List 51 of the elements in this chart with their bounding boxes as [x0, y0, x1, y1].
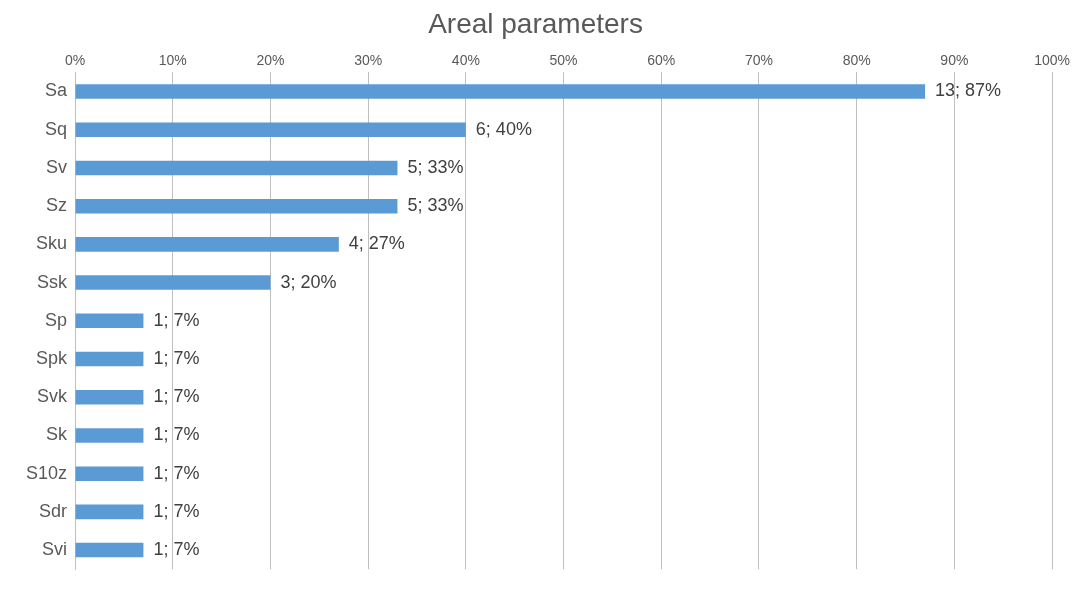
data-label: 1; 7%: [153, 500, 200, 521]
y-tick-label: Ssk: [37, 271, 69, 292]
x-tick-label: 60%: [647, 51, 676, 68]
bar: [75, 389, 144, 405]
bar: [75, 466, 144, 481]
bar: [75, 504, 144, 520]
bar: [75, 160, 398, 176]
y-tick-label: Sz: [46, 195, 68, 216]
x-tick-label: 30%: [354, 51, 383, 68]
data-label: 1; 7%: [153, 309, 200, 330]
x-tick-label: 0%: [64, 51, 86, 68]
y-tick-label: Spk: [36, 347, 69, 368]
data-label: 4; 27%: [348, 233, 405, 254]
y-tick-label: Sk: [46, 424, 69, 445]
x-tick-label: 90%: [940, 51, 969, 68]
y-tick-label: Sa: [45, 80, 68, 101]
x-tick-label: 80%: [842, 51, 871, 68]
x-tick-label: 50%: [549, 51, 578, 68]
y-tick-label: Svk: [37, 386, 69, 407]
bar: [75, 428, 144, 443]
data-label: 13; 87%: [935, 80, 1002, 101]
x-tick-label: 100%: [1034, 51, 1070, 68]
bar: [75, 84, 926, 99]
bar: [75, 275, 271, 290]
bar: [75, 313, 144, 329]
data-label: 1; 7%: [153, 386, 200, 407]
bar: [75, 122, 466, 137]
bar: [75, 237, 339, 252]
bar: [75, 542, 144, 558]
bar: [75, 351, 144, 367]
y-tick-label: S10z: [26, 462, 68, 483]
y-tick-label: Sku: [36, 233, 68, 254]
data-label: 3; 20%: [280, 271, 337, 292]
x-tick-label: 70%: [744, 51, 773, 68]
y-tick-label: Sv: [46, 156, 68, 177]
data-label: 1; 7%: [153, 347, 200, 368]
data-label: 1; 7%: [153, 424, 200, 445]
y-tick-label: Sq: [45, 118, 68, 139]
x-tick-label: 20%: [256, 51, 285, 68]
data-label: 1; 7%: [153, 539, 200, 560]
chart-title: Areal parameters: [428, 7, 643, 39]
y-tick-label: Sp: [45, 309, 68, 330]
data-label: 1; 7%: [153, 462, 200, 483]
bar: [75, 198, 398, 214]
y-tick-label: Sdr: [39, 500, 68, 521]
x-tick-label: 40%: [451, 51, 480, 68]
x-tick-label: 10%: [158, 51, 187, 68]
data-label: 5; 33%: [407, 156, 464, 177]
data-label: 5; 33%: [407, 195, 464, 216]
y-tick-label: Svi: [42, 539, 68, 560]
data-label: 6; 40%: [475, 118, 532, 139]
